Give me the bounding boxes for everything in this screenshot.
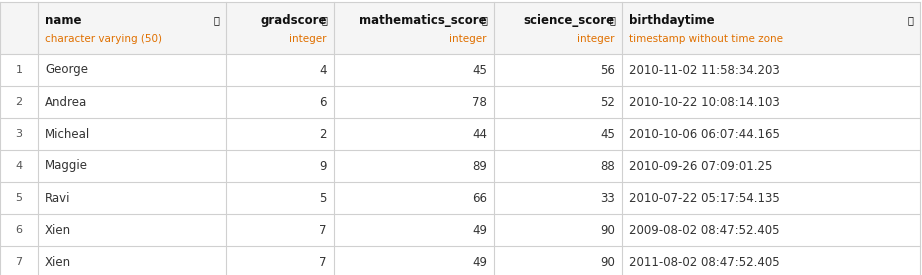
Text: name: name [45,14,81,27]
Bar [0,86,920,118]
Text: 🔒: 🔒 [609,15,615,25]
Text: 90: 90 [600,255,615,268]
Text: 5: 5 [320,191,327,205]
Text: 🔒: 🔒 [321,15,327,25]
Text: 52: 52 [600,95,615,109]
Text: 6: 6 [16,225,22,235]
Text: 90: 90 [600,224,615,236]
Text: 89: 89 [472,160,487,172]
Text: 3: 3 [16,129,22,139]
Bar [0,150,920,182]
Text: 2009-08-02 08:47:52.405: 2009-08-02 08:47:52.405 [629,224,779,236]
Text: Xien: Xien [45,224,71,236]
Text: 2010-10-22 10:08:14.103: 2010-10-22 10:08:14.103 [629,95,780,109]
Text: 49: 49 [472,255,487,268]
Text: character varying (50): character varying (50) [45,34,162,45]
Text: Xien: Xien [45,255,71,268]
Text: mathematics_score: mathematics_score [360,14,487,27]
Text: 6: 6 [320,95,327,109]
Text: 44: 44 [472,128,487,141]
Text: integer: integer [290,34,327,45]
Bar [0,2,920,54]
Text: 🔒: 🔒 [907,15,913,25]
Bar [0,214,920,246]
Text: Micheal: Micheal [45,128,90,141]
Text: 49: 49 [472,224,487,236]
Text: 56: 56 [600,64,615,76]
Text: Maggie: Maggie [45,160,88,172]
Text: 7: 7 [320,255,327,268]
Text: integer: integer [450,34,487,45]
Text: 45: 45 [472,64,487,76]
Text: 2: 2 [320,128,327,141]
Text: George: George [45,64,88,76]
Text: science_score: science_score [524,14,615,27]
Text: 2: 2 [16,97,22,107]
Text: 🔒: 🔒 [481,15,487,25]
Text: 4: 4 [16,161,22,171]
Text: 2011-08-02 08:47:52.405: 2011-08-02 08:47:52.405 [629,255,780,268]
Bar [0,54,920,86]
Text: 2010-11-02 11:58:34.203: 2010-11-02 11:58:34.203 [629,64,780,76]
Text: 33: 33 [600,191,615,205]
Text: 9: 9 [320,160,327,172]
Text: Ravi: Ravi [45,191,70,205]
Text: 1: 1 [16,65,22,75]
Text: 66: 66 [472,191,487,205]
Text: 7: 7 [320,224,327,236]
Text: Andrea: Andrea [45,95,88,109]
Text: 88: 88 [600,160,615,172]
Text: 2010-10-06 06:07:44.165: 2010-10-06 06:07:44.165 [629,128,780,141]
Text: 5: 5 [16,193,22,203]
Text: integer: integer [577,34,615,45]
Text: timestamp without time zone: timestamp without time zone [629,34,783,45]
Text: gradscore: gradscore [261,14,327,27]
Bar [0,246,920,275]
Text: 2010-07-22 05:17:54.135: 2010-07-22 05:17:54.135 [629,191,780,205]
Text: birthdaytime: birthdaytime [629,14,715,27]
Text: 45: 45 [600,128,615,141]
Bar [0,118,920,150]
Text: 4: 4 [320,64,327,76]
Text: 7: 7 [16,257,22,267]
Text: 78: 78 [472,95,487,109]
Text: 2010-09-26 07:09:01.25: 2010-09-26 07:09:01.25 [629,160,773,172]
Text: 🔒: 🔒 [213,15,219,25]
Bar [0,182,920,214]
